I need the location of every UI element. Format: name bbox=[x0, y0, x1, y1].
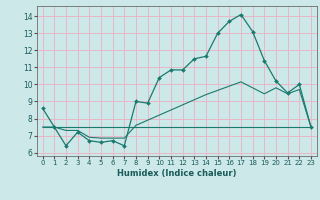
X-axis label: Humidex (Indice chaleur): Humidex (Indice chaleur) bbox=[117, 169, 236, 178]
